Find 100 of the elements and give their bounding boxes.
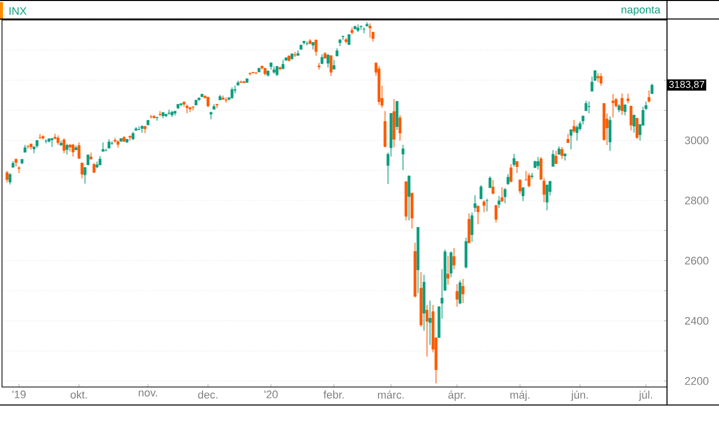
candlestick xyxy=(480,184,482,200)
chart-title: INX xyxy=(10,7,27,15)
candlestick xyxy=(522,186,524,202)
candlestick xyxy=(516,160,518,174)
candlestick xyxy=(314,39,318,56)
candlestick xyxy=(332,59,336,70)
candlestick xyxy=(518,179,522,194)
candlestick xyxy=(84,166,86,184)
candlestick xyxy=(192,106,194,111)
candlestick xyxy=(330,55,332,76)
x-tick-label: '19 xyxy=(12,390,26,398)
candlestick xyxy=(26,144,30,150)
candlestick xyxy=(552,150,554,167)
candlestick xyxy=(470,212,474,242)
chart-subtitle: naponta xyxy=(622,6,660,16)
candlestick xyxy=(492,180,494,195)
text: 3183,87 xyxy=(669,80,704,90)
y-tick-label: 2800 xyxy=(685,196,708,204)
candlestick xyxy=(630,105,632,131)
candlestick xyxy=(386,152,390,184)
candlestick xyxy=(530,172,534,180)
x-tick-label: márc. xyxy=(378,390,404,399)
candlestick xyxy=(156,116,158,122)
candlestick xyxy=(560,146,564,160)
candlestick xyxy=(632,114,636,134)
candlestick xyxy=(326,54,330,68)
candlestick xyxy=(468,213,470,244)
candlestick xyxy=(348,34,350,46)
candlestick xyxy=(18,166,20,174)
candlestick xyxy=(168,109,170,116)
candlestick xyxy=(584,100,588,112)
candlestick xyxy=(98,156,102,166)
candlestick xyxy=(294,51,296,58)
candlestick xyxy=(510,164,512,183)
candlestick xyxy=(318,62,320,70)
candlestick xyxy=(408,175,410,221)
candlestick xyxy=(108,139,110,149)
candlestick xyxy=(488,176,492,188)
candlestick xyxy=(626,93,630,104)
candlestick xyxy=(360,25,362,30)
candlestick xyxy=(587,101,591,114)
candlestick xyxy=(234,85,236,94)
candlestick xyxy=(476,206,480,225)
candlestick xyxy=(570,129,572,150)
candlestick xyxy=(92,162,96,174)
x-tick-label: '20 xyxy=(264,390,278,398)
candlestick xyxy=(456,284,458,308)
candlestick xyxy=(498,196,500,208)
candlestick xyxy=(38,134,42,140)
candlestick xyxy=(426,304,428,358)
y-tick-label: 2400 xyxy=(685,316,708,325)
candlestick xyxy=(494,204,498,223)
candlestick xyxy=(600,72,602,86)
candlestick xyxy=(186,104,188,114)
candlestick xyxy=(482,200,486,213)
candlestick xyxy=(80,162,84,179)
candlestick xyxy=(230,86,234,100)
candlestick xyxy=(368,22,372,38)
candlestick xyxy=(486,198,488,212)
y-tick-label: 2600 xyxy=(685,256,708,265)
x-tick-label: dec. xyxy=(198,390,218,399)
candlestick xyxy=(608,116,612,152)
candlestick xyxy=(648,90,650,104)
candlestick xyxy=(8,172,12,185)
candlestick xyxy=(624,104,626,116)
candlestick xyxy=(576,124,578,142)
candlestick xyxy=(462,278,464,304)
candlestick xyxy=(636,118,638,140)
candlestick xyxy=(620,93,624,116)
candlestick xyxy=(500,186,504,203)
candlestick xyxy=(446,255,450,286)
x-tick-label: febr. xyxy=(324,390,344,399)
candlestick xyxy=(506,174,510,186)
candlestick xyxy=(102,142,104,152)
candlestick xyxy=(650,83,654,94)
candlestick xyxy=(546,184,548,211)
candlestick xyxy=(596,72,600,83)
x-tick-label: nov. xyxy=(138,390,157,397)
candlestick xyxy=(342,35,344,40)
candlestick xyxy=(62,138,66,154)
candlestick xyxy=(554,150,558,164)
candlestick xyxy=(72,144,74,157)
candlestick xyxy=(137,126,141,130)
candlestick xyxy=(428,300,432,346)
y-tick-label: 2200 xyxy=(685,377,708,385)
candlestick xyxy=(612,94,614,118)
x-tick-label: okt. xyxy=(70,390,87,399)
candlestick xyxy=(402,144,404,171)
candlestick xyxy=(572,119,576,134)
candlestick xyxy=(206,96,210,108)
candlestick xyxy=(66,143,68,155)
candlestick xyxy=(536,156,540,170)
candlestick xyxy=(78,142,80,160)
candlestick xyxy=(528,172,530,188)
y-tick-label: 3000 xyxy=(684,136,708,144)
candlestick xyxy=(56,135,60,146)
x-tick-label: júl. xyxy=(638,390,652,401)
x-tick-label: ápr. xyxy=(448,390,466,401)
candlestick xyxy=(504,187,506,204)
candlestick xyxy=(398,114,402,142)
